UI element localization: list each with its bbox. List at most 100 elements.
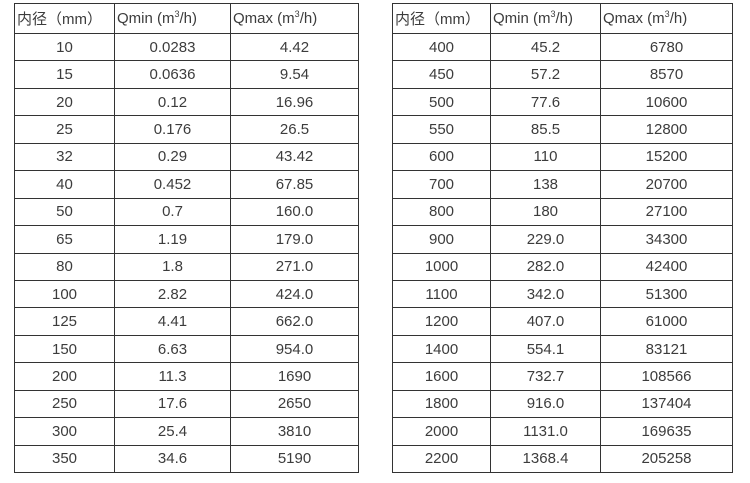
qmin-cell: 282.0 — [490, 252, 601, 281]
qmin-cell: 0.176 — [114, 115, 231, 144]
qmax-cell: 12800 — [600, 115, 733, 144]
header-text: /h) — [669, 10, 688, 27]
qmax-cell: 4.42 — [230, 32, 359, 62]
qmin-cell: 1131.0 — [490, 417, 601, 446]
qmin-cell: 0.0283 — [114, 32, 231, 62]
qmin-cell: 4.41 — [114, 307, 231, 336]
inner-diameter-cell: 25 — [14, 115, 115, 144]
qmin-cell: 0.452 — [114, 170, 231, 199]
qmax-cell: 205258 — [600, 444, 733, 474]
inner-diameter-cell: 20 — [14, 87, 115, 117]
table-row: 550 85.5 12800 — [392, 115, 733, 144]
inner-diameter-cell: 500 — [392, 87, 491, 117]
qmin-cell: 732.7 — [490, 362, 601, 391]
qmax-cell: 61000 — [600, 307, 733, 336]
table-row: 2200 1368.4 205258 — [392, 444, 733, 474]
header-row: 内径（mm） Qmin (m3/h) Qmax (m3/h) — [392, 3, 733, 34]
header-superscript: 3 — [550, 9, 556, 19]
qmax-cell: 27100 — [600, 197, 733, 227]
table-row: 40 0.452 67.85 — [14, 170, 359, 199]
header-text: Qmin (m — [117, 10, 175, 27]
header-text: Qmin (m — [493, 10, 551, 27]
qmax-cell: 10600 — [600, 87, 733, 117]
header-qmin: Qmin (m3/h) — [114, 3, 231, 34]
qmax-cell: 9.54 — [230, 60, 359, 89]
header-superscript: 3 — [664, 9, 670, 19]
table-row: 125 4.41 662.0 — [14, 307, 359, 336]
inner-diameter-cell: 1100 — [392, 279, 491, 309]
qmin-cell: 0.0636 — [114, 60, 231, 89]
qmin-cell: 6.63 — [114, 334, 231, 364]
qmin-cell: 0.12 — [114, 87, 231, 117]
qmin-cell: 45.2 — [490, 32, 601, 62]
qmax-cell: 43.42 — [230, 142, 359, 172]
header-qmin: Qmin (m3/h) — [490, 3, 601, 34]
table-row: 900 229.0 34300 — [392, 225, 733, 254]
qmax-cell: 179.0 — [230, 225, 359, 254]
inner-diameter-cell: 1200 — [392, 307, 491, 336]
table-row: 1400 554.1 83121 — [392, 334, 733, 364]
table-row: 800 180 27100 — [392, 197, 733, 227]
flow-table-small-diameters: 内径（mm） Qmin (m3/h) Qmax (m3/h) 10 0.0283 4… — [14, 3, 359, 474]
inner-diameter-cell: 1800 — [392, 389, 491, 419]
qmax-cell: 1690 — [230, 362, 359, 391]
qmax-cell: 42400 — [600, 252, 733, 281]
qmin-cell: 229.0 — [490, 225, 601, 254]
inner-diameter-cell: 450 — [392, 60, 491, 89]
header-row: 内径（mm） Qmin (m3/h) Qmax (m3/h) — [14, 3, 359, 34]
inner-diameter-cell: 250 — [14, 389, 115, 419]
flow-spec-table: 内径（mm） Qmin (m3/h) Qmax (m3/h) 400 45.2 67… — [392, 3, 733, 474]
table-row: 50 0.7 160.0 — [14, 197, 359, 227]
inner-diameter-cell: 600 — [392, 142, 491, 172]
table-row: 80 1.8 271.0 — [14, 252, 359, 281]
inner-diameter-cell: 125 — [14, 307, 115, 336]
qmax-cell: 954.0 — [230, 334, 359, 364]
inner-diameter-cell: 550 — [392, 115, 491, 144]
header-qmax: Qmax (m3/h) — [230, 3, 359, 34]
qmin-cell: 1.8 — [114, 252, 231, 281]
inner-diameter-cell: 400 — [392, 32, 491, 62]
qmin-cell: 1.19 — [114, 225, 231, 254]
qmin-cell: 85.5 — [490, 115, 601, 144]
table-row: 1100 342.0 51300 — [392, 279, 733, 309]
table-row: 700 138 20700 — [392, 170, 733, 199]
qmax-cell: 16.96 — [230, 87, 359, 117]
header-inner-diameter: 内径（mm） — [392, 3, 491, 34]
header-text: 内径（mm） — [17, 11, 102, 28]
qmax-cell: 20700 — [600, 170, 733, 199]
qmin-cell: 34.6 — [114, 444, 231, 474]
table-row: 32 0.29 43.42 — [14, 142, 359, 172]
table-row: 1600 732.7 108566 — [392, 362, 733, 391]
qmax-cell: 424.0 — [230, 279, 359, 309]
table-row: 25 0.176 26.5 — [14, 115, 359, 144]
qmin-cell: 342.0 — [490, 279, 601, 309]
qmin-cell: 1368.4 — [490, 444, 601, 474]
inner-diameter-cell: 900 — [392, 225, 491, 254]
qmin-cell: 11.3 — [114, 362, 231, 391]
qmin-cell: 0.7 — [114, 197, 231, 227]
qmax-cell: 51300 — [600, 279, 733, 309]
qmax-cell: 169635 — [600, 417, 733, 446]
qmax-cell: 160.0 — [230, 197, 359, 227]
qmax-cell: 271.0 — [230, 252, 359, 281]
inner-diameter-cell: 100 — [14, 279, 115, 309]
inner-diameter-cell: 1600 — [392, 362, 491, 391]
qmax-cell: 5190 — [230, 444, 359, 474]
qmin-cell: 77.6 — [490, 87, 601, 117]
qmin-cell: 17.6 — [114, 389, 231, 419]
qmax-cell: 6780 — [600, 32, 733, 62]
inner-diameter-cell: 2200 — [392, 444, 491, 474]
qmax-cell: 3810 — [230, 417, 359, 446]
qmax-cell: 8570 — [600, 60, 733, 89]
qmax-cell: 83121 — [600, 334, 733, 364]
table-row: 10 0.0283 4.42 — [14, 32, 359, 62]
header-text: /h) — [179, 10, 198, 27]
table-row: 1200 407.0 61000 — [392, 307, 733, 336]
inner-diameter-cell: 150 — [14, 334, 115, 364]
header-inner-diameter: 内径（mm） — [14, 3, 115, 34]
header-text: /h) — [299, 10, 318, 27]
qmax-cell: 2650 — [230, 389, 359, 419]
inner-diameter-cell: 40 — [14, 170, 115, 199]
qmin-cell: 180 — [490, 197, 601, 227]
